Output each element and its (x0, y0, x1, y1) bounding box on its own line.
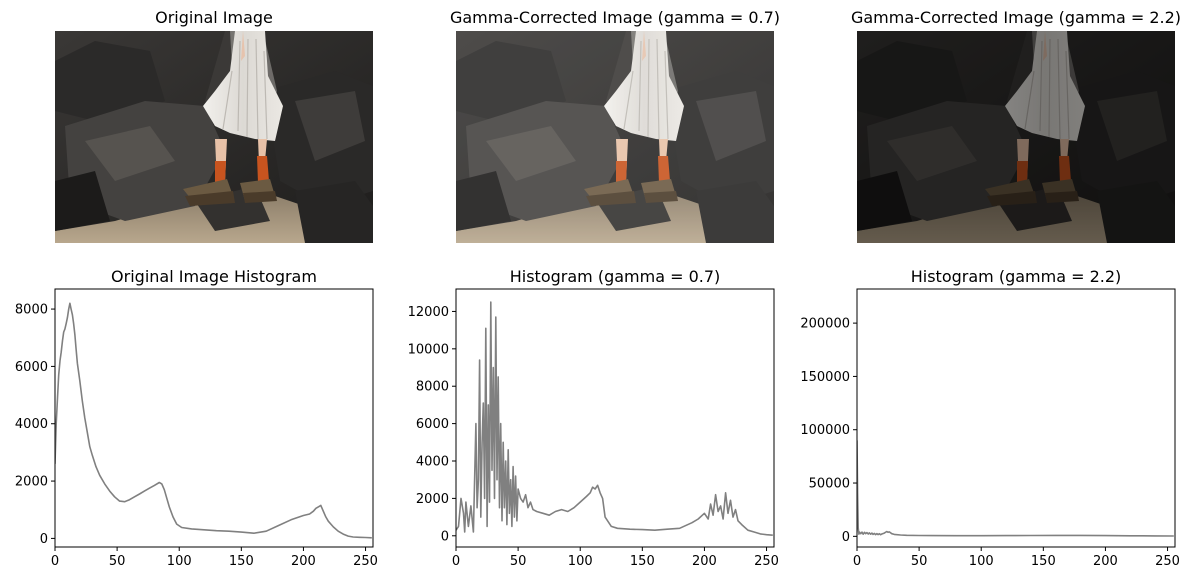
y-tick-label: 8000 (15, 303, 48, 318)
x-tick-label: 0 (51, 554, 59, 569)
y-tick-label: 8000 (416, 380, 449, 395)
y-tick-label: 200000 (800, 317, 850, 332)
y-tick-label: 2000 (416, 492, 449, 507)
y-tick-label: 4000 (15, 417, 48, 432)
y-tick-label: 6000 (416, 417, 449, 432)
x-tick-label: 0 (452, 554, 460, 569)
x-tick-label: 250 (1155, 554, 1180, 569)
x-tick-label: 250 (353, 554, 378, 569)
image-title: Gamma-Corrected Image (gamma = 2.2) (851, 8, 1181, 27)
y-tick-label: 12000 (408, 305, 449, 320)
axes-frame (856, 288, 1176, 548)
x-tick-label: 250 (754, 554, 779, 569)
x-tick-label: 200 (291, 554, 316, 569)
image-title: Gamma-Corrected Image (gamma = 0.7) (450, 8, 780, 27)
image-panel-1: Original Image (54, 8, 374, 244)
tone-overlay (456, 31, 774, 243)
chart-title: Histogram (gamma = 0.7) (510, 267, 721, 286)
y-tick-label: 10000 (408, 342, 449, 357)
x-tick-label: 150 (229, 554, 254, 569)
axes-frame (54, 288, 374, 548)
chart-title: Histogram (gamma = 2.2) (911, 267, 1122, 286)
image-title: Original Image (155, 8, 273, 27)
y-tick-label: 4000 (416, 455, 449, 470)
image-panel-3: Gamma-Corrected Image (gamma = 2.2) (851, 8, 1181, 244)
x-tick-label: 200 (692, 554, 717, 569)
x-tick-label: 0 (853, 554, 861, 569)
photo-image (856, 30, 1176, 244)
x-tick-label: 200 (1093, 554, 1118, 569)
x-tick-label: 100 (568, 554, 593, 569)
bottom-row: Original Image Histogram 0 50 100 150 200 250 0… (15, 267, 1180, 569)
y-tick-label: 2000 (15, 475, 48, 490)
x-tick-label: 150 (1031, 554, 1056, 569)
x-tick-label: 50 (911, 554, 928, 569)
y-tick-label: 100000 (800, 423, 850, 438)
tone-overlay (857, 31, 1175, 243)
top-row: Original Image Gamma-Corrected Image (gam… (54, 8, 1181, 244)
histogram-chart-1: Original Image Histogram 0 50 100 150 200 250 0… (15, 267, 378, 569)
histogram-line (456, 301, 773, 536)
y-tick-label: 50000 (809, 477, 850, 492)
axes-frame (455, 288, 775, 548)
image-panel-2: Gamma-Corrected Image (gamma = 0.7) (450, 8, 780, 244)
x-tick-label: 100 (167, 554, 192, 569)
y-tick-label: 6000 (15, 360, 48, 375)
x-tick-label: 100 (969, 554, 994, 569)
chart-title: Original Image Histogram (111, 267, 317, 286)
photo-image (455, 30, 775, 244)
y-tick-label: 0 (40, 532, 48, 547)
histogram-line (857, 440, 1174, 537)
y-tick-label: 150000 (800, 370, 850, 385)
histogram-chart-3: Histogram (gamma = 2.2) 0 50 100 150 200 250 0 5… (800, 267, 1180, 569)
histogram-chart-2: Histogram (gamma = 0.7) 0 50 100 150 200 250 0 2… (408, 267, 779, 569)
y-tick-label: 0 (441, 529, 449, 544)
histogram-line (55, 302, 372, 539)
photo-image (54, 30, 374, 244)
x-tick-label: 50 (109, 554, 126, 569)
x-tick-label: 50 (510, 554, 527, 569)
y-tick-label: 0 (842, 530, 850, 545)
x-tick-label: 150 (630, 554, 655, 569)
